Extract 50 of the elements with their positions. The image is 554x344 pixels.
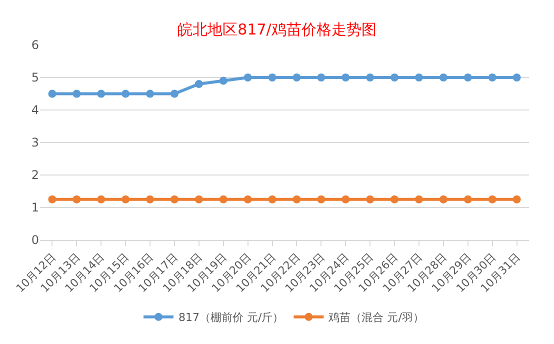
point bbox=[342, 195, 350, 204]
point bbox=[244, 195, 252, 204]
y-tick-label: 2 bbox=[31, 168, 39, 182]
point bbox=[194, 80, 203, 88]
chart-title: 皖北地区817/鸡苗价格走势图 bbox=[178, 20, 376, 39]
point bbox=[219, 76, 228, 85]
point bbox=[414, 74, 423, 82]
y-tick-label: 1 bbox=[31, 200, 39, 215]
point bbox=[488, 195, 496, 204]
point bbox=[512, 195, 521, 204]
point bbox=[48, 90, 56, 98]
point bbox=[464, 74, 472, 82]
point bbox=[390, 74, 399, 82]
point bbox=[512, 74, 521, 82]
point bbox=[292, 74, 301, 82]
point bbox=[464, 195, 472, 204]
y-tick-label: 5 bbox=[31, 70, 39, 85]
point bbox=[170, 90, 178, 98]
point bbox=[194, 195, 203, 204]
point bbox=[488, 74, 496, 82]
point bbox=[219, 195, 228, 204]
point bbox=[97, 90, 106, 98]
point bbox=[292, 195, 301, 204]
point bbox=[317, 195, 326, 204]
legend-label: 817（棚前价 元/斤） bbox=[178, 311, 284, 324]
point bbox=[366, 74, 374, 82]
point bbox=[122, 195, 130, 204]
point bbox=[244, 74, 252, 82]
point bbox=[342, 74, 350, 82]
point bbox=[390, 195, 399, 204]
point bbox=[439, 195, 448, 204]
point bbox=[48, 195, 56, 204]
point bbox=[414, 195, 423, 204]
point bbox=[268, 74, 276, 82]
point bbox=[366, 195, 374, 204]
y-tick-label: 3 bbox=[31, 136, 39, 150]
point bbox=[317, 74, 326, 82]
point bbox=[72, 90, 81, 98]
point bbox=[170, 195, 178, 204]
y-tick-label: 0 bbox=[31, 233, 39, 248]
point bbox=[268, 195, 276, 204]
point bbox=[439, 74, 448, 82]
y-tick-label: 6 bbox=[31, 38, 39, 52]
point bbox=[97, 195, 106, 204]
legend-label: 鸡苗（混合 元/羽） bbox=[328, 311, 424, 324]
point bbox=[122, 90, 130, 98]
point bbox=[72, 195, 81, 204]
point bbox=[146, 195, 154, 204]
y-tick-label: 4 bbox=[31, 103, 39, 118]
point bbox=[146, 90, 154, 98]
